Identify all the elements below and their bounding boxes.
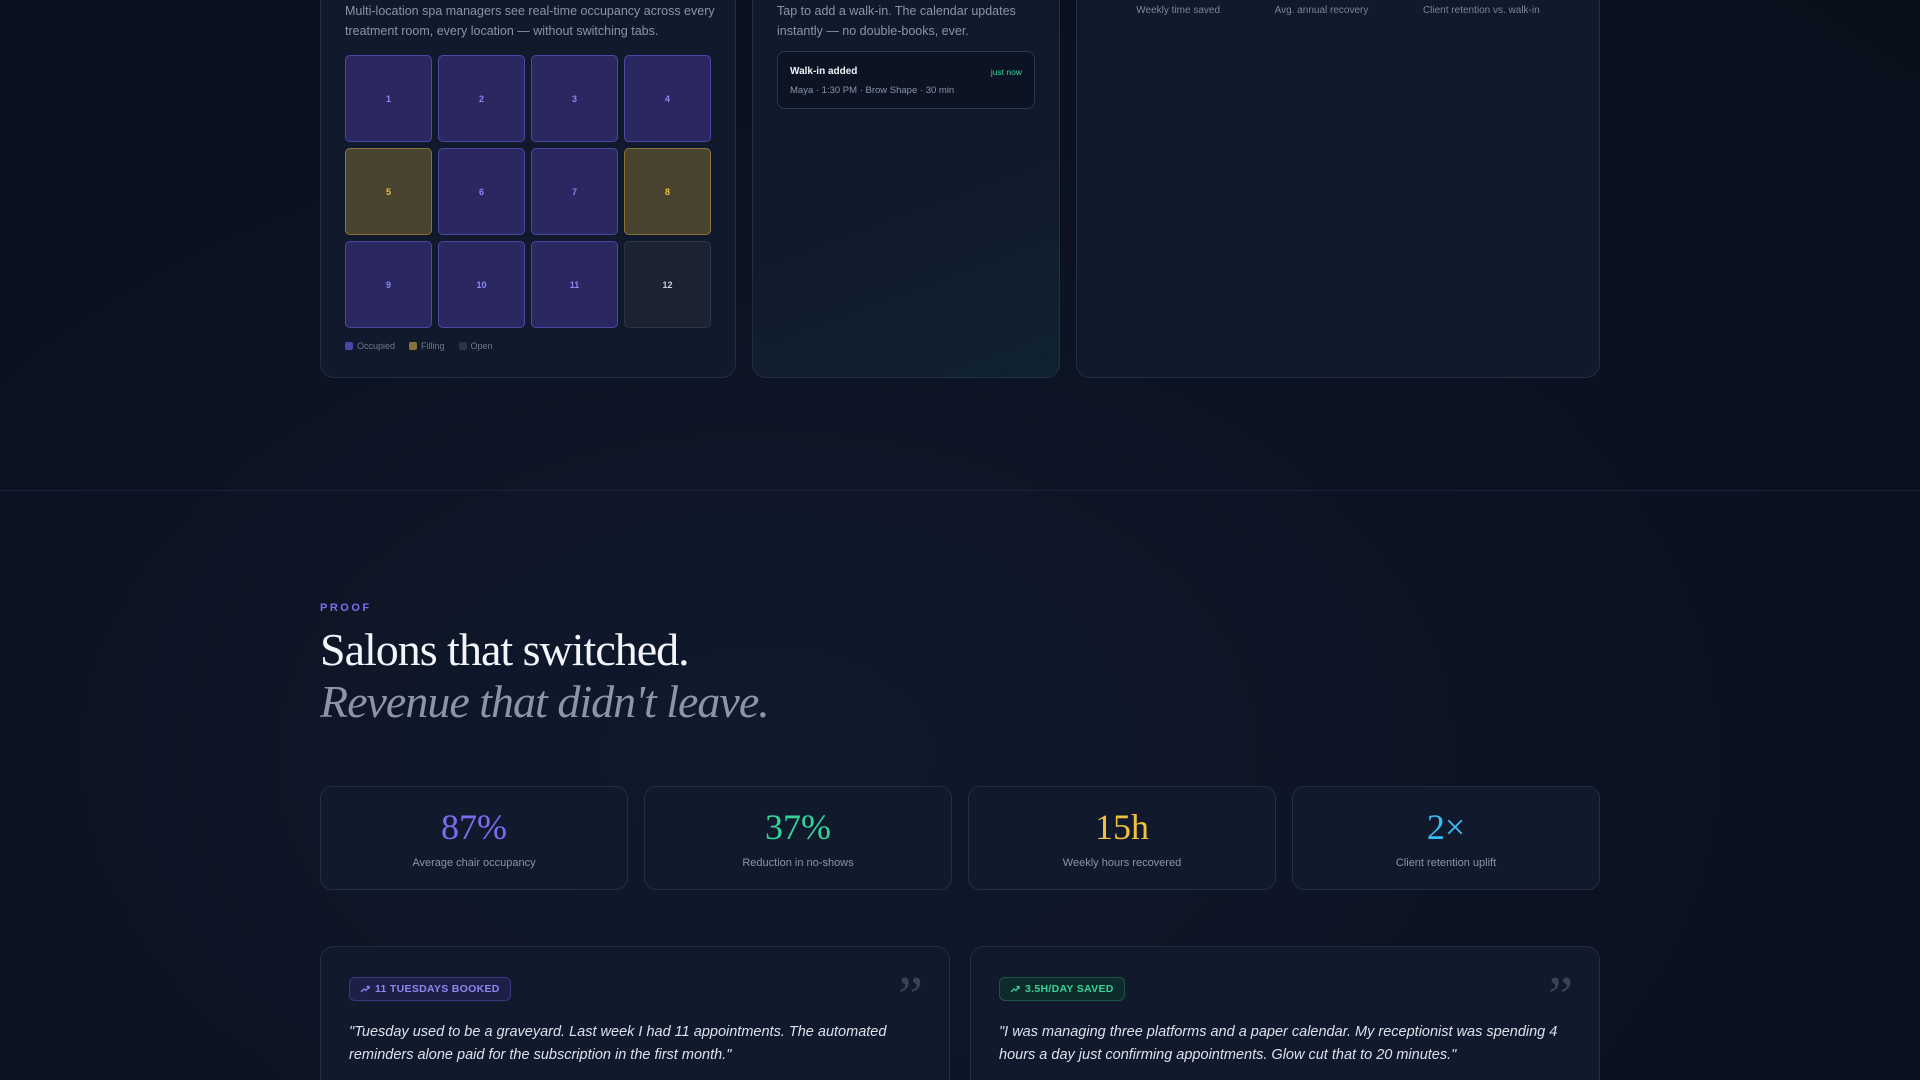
testimonial-card: 3.5H/DAY SAVED ” "I was managing three p… — [970, 946, 1600, 1080]
trending-up-icon — [1010, 985, 1020, 993]
metric-card: 87% Average chair occupancy — [320, 786, 628, 890]
walkin-toast[interactable]: Walk-in added just now Maya · 1:30 PM · … — [777, 51, 1035, 109]
room-legend: Occupied Filling Open — [345, 341, 493, 351]
testimonial-quote: "Tuesday used to be a graveyard. Last we… — [349, 1024, 887, 1063]
stat-label: Avg. annual recovery — [1274, 5, 1369, 16]
room-tile[interactable]: 3 — [531, 55, 618, 142]
testimonial-badge: 3.5H/DAY SAVED — [999, 977, 1125, 1001]
trending-up-icon — [360, 985, 370, 993]
room-card-description: Multi-location spa managers see real-tim… — [345, 4, 715, 38]
metric-label: Client retention uplift — [1395, 857, 1497, 869]
stats-card: Weekly time saved Avg. annual recovery C… — [1076, 0, 1600, 378]
section-divider — [0, 490, 1920, 491]
metric-label: Average chair occupancy — [412, 857, 536, 869]
metric-value: 87% — [441, 807, 507, 847]
legend-open-label: Open — [470, 341, 493, 351]
room-tile[interactable]: 5 — [345, 148, 432, 235]
occupied-swatch — [345, 342, 353, 350]
section-eyebrow: PROOF — [320, 602, 372, 614]
metric-card: 2× Client retention uplift — [1292, 786, 1600, 890]
filling-swatch — [409, 342, 418, 350]
badge-label: 11 TUESDAYS BOOKED — [375, 983, 500, 995]
room-tile[interactable]: 4 — [624, 55, 711, 142]
stat-label: Weekly time saved — [1136, 5, 1221, 16]
section-subheadline: Revenue that didn't leave. — [320, 676, 770, 727]
legend-filling-label: Filling — [421, 341, 445, 351]
metric-value: 15h — [1095, 807, 1149, 847]
metric-value: 37% — [765, 807, 831, 847]
quote-icon: ” — [898, 966, 923, 1028]
room-tile[interactable]: 6 — [438, 148, 525, 235]
metric-value: 2× — [1426, 807, 1466, 847]
metric-label: Reduction in no-shows — [742, 857, 854, 869]
room-grid: 1 2 3 4 5 6 7 8 9 10 11 12 — [345, 55, 711, 328]
legend-occupied-label: Occupied — [357, 341, 396, 351]
toast-title: Walk-in added — [790, 66, 858, 77]
legend-filling: Filling — [409, 341, 445, 351]
walkin-card-description: Tap to add a walk-in. The calendar updat… — [777, 4, 1016, 38]
toast-detail: Maya · 1:30 PM · Brow Shape · 30 min — [790, 85, 955, 96]
stat-labels: Weekly time saved Avg. annual recovery C… — [1077, 5, 1599, 16]
toast-time: just now — [990, 67, 1022, 77]
room-tile[interactable]: 1 — [345, 55, 432, 142]
section-headline: Salons that switched. — [320, 624, 690, 675]
legend-occupied: Occupied — [345, 341, 395, 351]
room-tile[interactable]: 8 — [624, 148, 711, 235]
room-occupancy-card: Multi-location spa managers see real-tim… — [320, 0, 736, 378]
badge-label: 3.5H/DAY SAVED — [1025, 983, 1114, 995]
testimonial-quote: "I was managing three platforms and a pa… — [999, 1024, 1558, 1063]
metric-label: Weekly hours recovered — [1062, 857, 1182, 869]
testimonial-card: 11 TUESDAYS BOOKED ” "Tuesday used to be… — [320, 946, 950, 1080]
room-tile[interactable]: 12 — [624, 241, 711, 328]
room-tile[interactable]: 9 — [345, 241, 432, 328]
room-tile[interactable]: 10 — [438, 241, 525, 328]
open-swatch — [458, 342, 467, 350]
room-tile[interactable]: 2 — [438, 55, 525, 142]
metric-card: 37% Reduction in no-shows — [644, 786, 952, 890]
testimonial-badge: 11 TUESDAYS BOOKED — [349, 977, 511, 1001]
walkin-card: Tap to add a walk-in. The calendar updat… — [752, 0, 1060, 378]
room-tile[interactable]: 7 — [531, 148, 618, 235]
room-tile[interactable]: 11 — [531, 241, 618, 328]
metric-card: 15h Weekly hours recovered — [968, 786, 1276, 890]
legend-open: Open — [458, 341, 493, 351]
quote-icon: ” — [1548, 966, 1573, 1028]
stat-label: Client retention vs. walk-in — [1422, 5, 1540, 16]
